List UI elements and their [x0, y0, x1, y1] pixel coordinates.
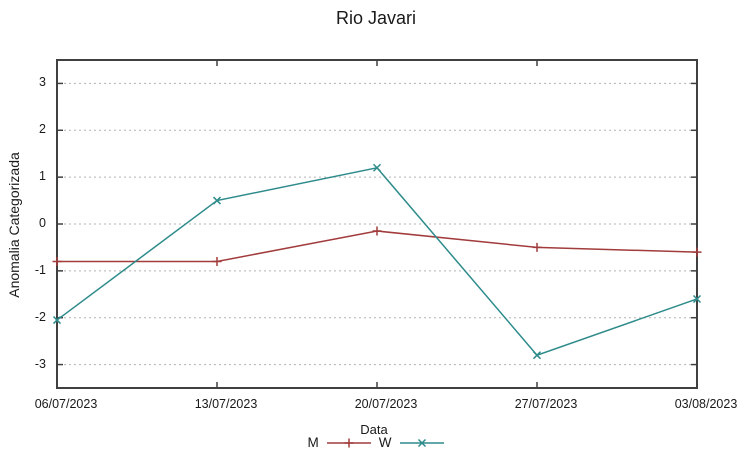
cross-marker: [372, 163, 382, 172]
legend-item-w: W: [379, 435, 445, 450]
cross-marker: [532, 351, 542, 360]
x-tick-label: 27/07/2023: [514, 397, 578, 411]
legend-item-m: M: [308, 435, 372, 450]
x-tick-label: 13/07/2023: [194, 397, 258, 411]
plus-marker: [532, 242, 542, 252]
cross-marker: [212, 196, 222, 205]
series-line-m: [57, 230, 698, 263]
plus-marker: [372, 226, 382, 236]
y-tick-label: 3: [39, 75, 46, 90]
x-tick-label: 03/08/2023: [674, 397, 738, 411]
y-tick-label: 1: [39, 169, 46, 184]
x-tick-label: 20/07/2023: [354, 397, 418, 411]
cross-marker: [692, 294, 702, 304]
plot-border: [56, 59, 698, 389]
y-tick-label: -3: [34, 356, 46, 371]
legend-label: W: [378, 435, 392, 450]
cross-marker: [52, 316, 62, 325]
legend-label: M: [307, 435, 319, 450]
chart-title: Rio Javari: [335, 8, 417, 28]
plus-marker: [52, 256, 62, 266]
y-tick-label: 0: [39, 216, 46, 230]
y-tick-label: -2: [34, 309, 46, 324]
y-tick-label: 2: [39, 122, 46, 137]
plus-marker: [692, 247, 702, 257]
x-axis-label: Data: [360, 422, 388, 437]
y-tick-label: -1: [34, 262, 46, 277]
legend-cross-sample: [399, 438, 444, 447]
legend-plus-sample: [326, 438, 371, 447]
x-tick-label: 06/07/2023: [34, 397, 98, 411]
plus-marker: [212, 256, 222, 266]
